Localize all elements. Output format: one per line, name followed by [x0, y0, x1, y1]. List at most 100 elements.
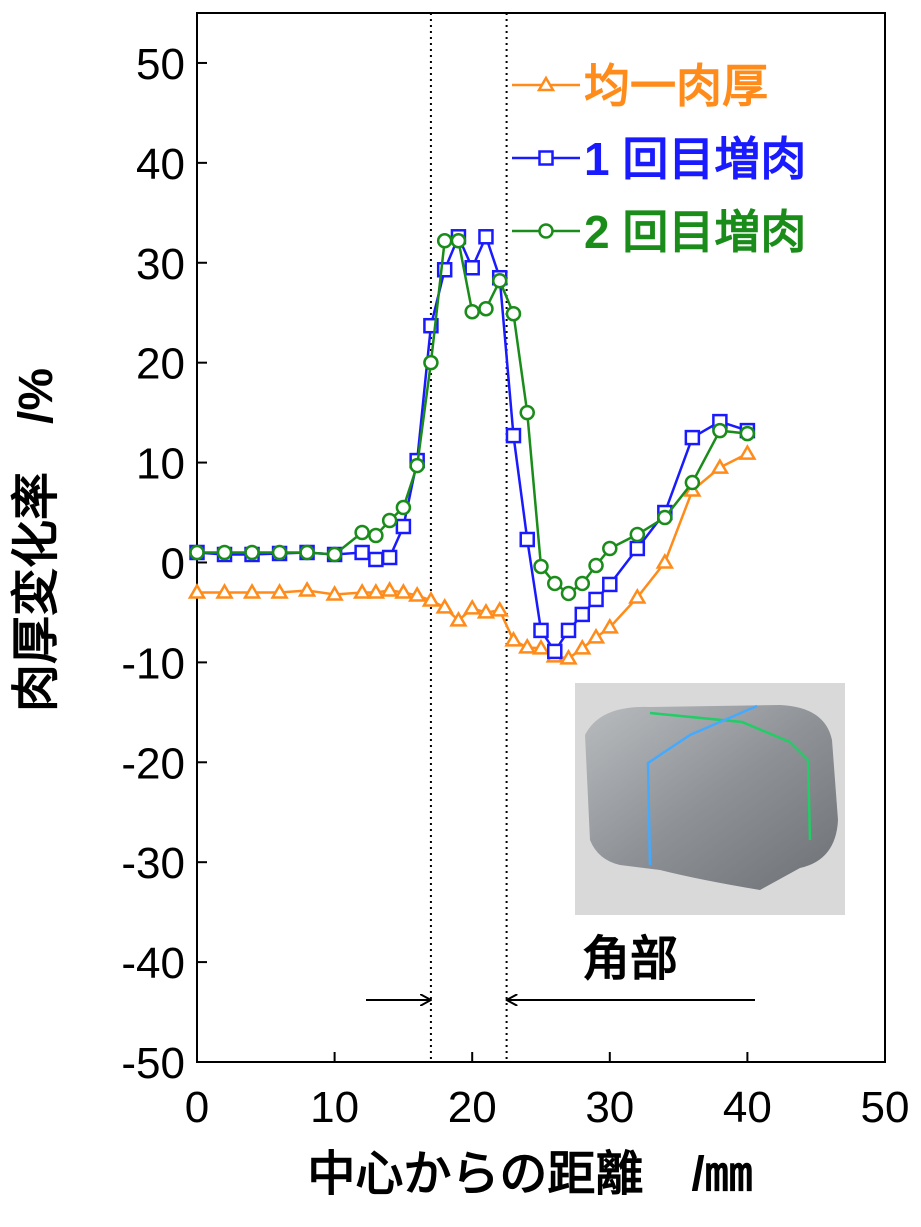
marker: [191, 546, 204, 559]
series-line: [197, 241, 747, 594]
legend-label: 2 回目増肉: [584, 206, 806, 258]
marker: [540, 152, 553, 165]
marker: [562, 651, 576, 663]
marker: [576, 577, 589, 590]
marker: [424, 356, 437, 369]
marker: [300, 583, 314, 595]
y-tick-label: -40: [121, 939, 185, 988]
marker: [465, 601, 479, 613]
marker: [397, 501, 410, 514]
y-tick-label: 30: [136, 240, 185, 289]
marker: [493, 603, 507, 615]
marker: [686, 476, 699, 489]
marker: [452, 234, 465, 247]
x-tick-label: 0: [185, 1083, 209, 1132]
marker: [562, 587, 575, 600]
y-tick-label: -20: [121, 739, 185, 788]
marker: [521, 533, 534, 546]
marker: [273, 585, 287, 597]
y-tick-label: 10: [136, 440, 185, 489]
marker: [355, 585, 369, 597]
marker: [369, 585, 383, 597]
y-tick-label: 0: [161, 539, 185, 588]
marker: [741, 427, 754, 440]
marker: [328, 548, 341, 561]
marker: [713, 424, 726, 437]
marker: [603, 578, 616, 591]
marker: [246, 546, 259, 559]
marker: [507, 429, 520, 442]
marker: [479, 230, 492, 243]
marker: [479, 605, 493, 617]
marker: [590, 593, 603, 606]
marker: [713, 461, 727, 473]
marker: [535, 624, 548, 637]
marker: [589, 630, 603, 642]
y-tick-label: -50: [121, 1039, 185, 1088]
marker: [438, 600, 452, 612]
marker: [631, 542, 644, 555]
marker: [521, 406, 534, 419]
marker: [507, 307, 520, 320]
x-axis-label: 中心からの距離 /㎜: [307, 1148, 752, 1201]
annotation: 角部: [582, 933, 678, 986]
marker: [576, 608, 589, 621]
x-tick-label: 10: [310, 1083, 359, 1132]
marker: [548, 645, 561, 658]
y-tick-label: 40: [136, 140, 185, 189]
marker: [383, 514, 396, 527]
marker: [356, 526, 369, 539]
x-tick-label: 40: [723, 1083, 772, 1132]
marker: [548, 577, 561, 590]
marker: [369, 529, 382, 542]
x-tick-label: 50: [861, 1083, 910, 1132]
marker: [328, 587, 342, 599]
series: [191, 234, 754, 600]
marker: [506, 633, 520, 645]
marker: [466, 305, 479, 318]
marker: [466, 261, 479, 274]
marker: [273, 546, 286, 559]
photo: [575, 683, 845, 915]
marker: [397, 520, 410, 533]
marker: [631, 528, 644, 541]
marker: [383, 583, 397, 595]
marker: [493, 274, 506, 287]
marker: [245, 585, 259, 597]
marker: [520, 640, 534, 652]
marker: [369, 553, 382, 566]
marker: [383, 551, 396, 564]
marker: [411, 459, 424, 472]
legend-label: 1 回目増肉: [584, 133, 806, 185]
marker: [534, 641, 548, 653]
marker: [356, 546, 369, 559]
legend-label: 均一肉厚: [584, 60, 768, 112]
chart: 中心からの距離 /㎜ 肉厚変化率 /% 角部 -50 -40 -30 -20 -10 0 1…: [0, 0, 921, 1222]
x-tick-label: 30: [585, 1083, 634, 1132]
marker: [603, 542, 616, 555]
y-tick-label: -10: [121, 639, 185, 688]
marker: [190, 585, 204, 597]
marker: [410, 588, 424, 600]
marker: [740, 447, 754, 459]
marker: [539, 78, 553, 90]
x-tick-label: 20: [448, 1083, 497, 1132]
marker: [562, 624, 575, 637]
y-tick-label: 20: [136, 340, 185, 389]
y-tick-label: -30: [121, 839, 185, 888]
marker: [686, 431, 699, 444]
y-axis-label: 肉厚変化率 /%: [10, 368, 63, 712]
marker: [438, 234, 451, 247]
marker: [218, 546, 231, 559]
marker: [396, 585, 410, 597]
marker: [590, 559, 603, 572]
marker: [658, 511, 671, 524]
marker: [535, 560, 548, 573]
marker: [218, 585, 232, 597]
marker: [424, 593, 438, 605]
marker: [479, 302, 492, 315]
marker: [540, 225, 553, 238]
marker: [301, 546, 314, 559]
y-tick-label: 50: [136, 40, 185, 89]
marker: [658, 555, 672, 567]
